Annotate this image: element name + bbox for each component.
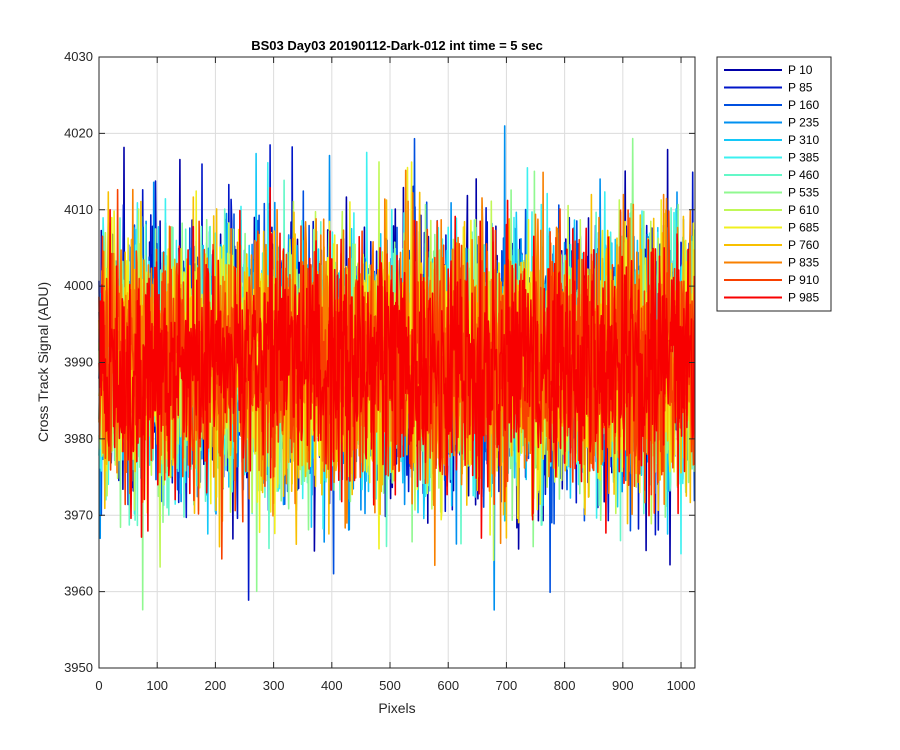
- x-tick-label: 100: [146, 678, 168, 693]
- legend-label: P 685: [788, 221, 819, 235]
- x-tick-label: 1000: [667, 678, 696, 693]
- legend-label: P 835: [788, 256, 819, 270]
- legend-label: P 760: [788, 238, 819, 252]
- legend-label: P 235: [788, 116, 819, 130]
- y-tick-label: 4000: [64, 278, 93, 293]
- legend: P 10 P 85 P 160 P 235 P 310 P 385 P 460 P 535 P …: [716, 56, 832, 312]
- legend-label: P 10: [788, 63, 813, 77]
- y-tick-label: 4020: [64, 125, 93, 140]
- legend-entries: P 10 P 85 P 160 P 235 P 310 P 385 P 460 P 535 P …: [724, 63, 819, 305]
- y-tick-label: 3980: [64, 431, 93, 446]
- legend-label: P 535: [788, 186, 819, 200]
- axis-ticks: 0 100 200 300 400 500 600 700 800 900 1000 3950 3960…: [64, 49, 695, 693]
- series-lines: [98, 125, 696, 611]
- x-tick-label: 700: [496, 678, 518, 693]
- y-axis-label: Cross Track Signal (ADU): [35, 282, 51, 442]
- x-tick-label: 800: [554, 678, 576, 693]
- y-tick-label: 3970: [64, 507, 93, 522]
- legend-label: P 460: [788, 168, 819, 182]
- x-axis-label: Pixels: [378, 700, 415, 716]
- x-tick-label: 200: [205, 678, 227, 693]
- legend-label: P 310: [788, 133, 819, 147]
- y-tick-label: 4030: [64, 49, 93, 64]
- series-line: [98, 187, 696, 539]
- x-tick-label: 400: [321, 678, 343, 693]
- x-tick-label: 0: [95, 678, 102, 693]
- y-tick-label: 3960: [64, 584, 93, 599]
- y-tick-label: 3950: [64, 660, 93, 675]
- x-tick-label: 300: [263, 678, 285, 693]
- legend-label: P 910: [788, 273, 819, 287]
- legend-box: [716, 56, 832, 312]
- legend-label: P 985: [788, 291, 819, 305]
- x-tick-label: 900: [612, 678, 634, 693]
- legend-label: P 610: [788, 203, 819, 217]
- legend-label: P 160: [788, 98, 819, 112]
- legend-label: P 85: [788, 81, 813, 95]
- legend-label: P 385: [788, 151, 819, 165]
- chart-title: BS03 Day03 20190112-Dark-012 int time = …: [251, 38, 543, 53]
- x-tick-label: 600: [437, 678, 459, 693]
- y-tick-label: 4010: [64, 202, 93, 217]
- y-tick-label: 3990: [64, 355, 93, 370]
- x-tick-label: 500: [379, 678, 401, 693]
